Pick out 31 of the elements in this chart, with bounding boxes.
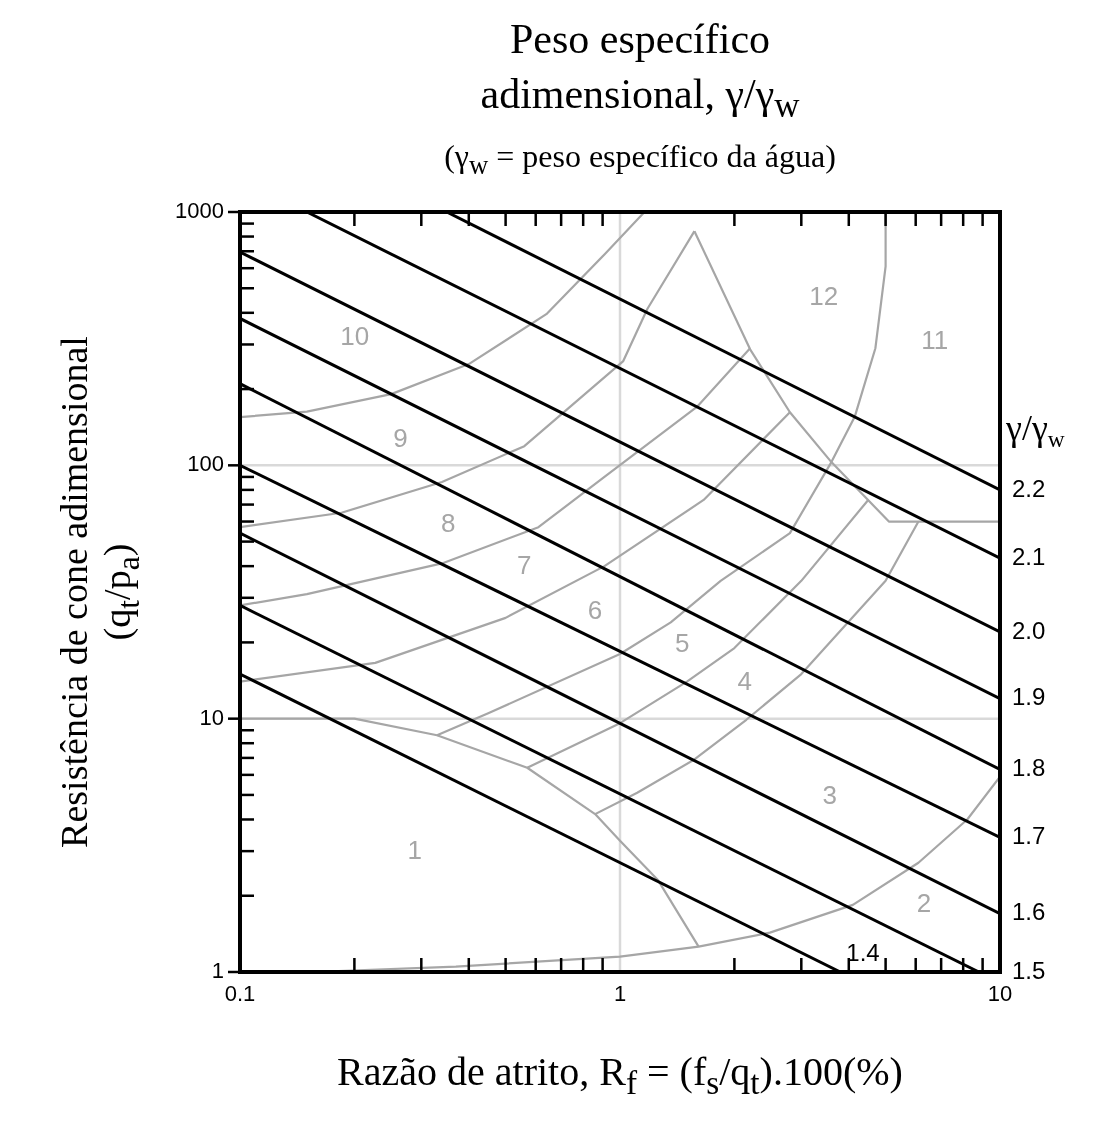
series-label: 1.9 <box>1012 683 1046 711</box>
annotation: 5 <box>675 628 690 659</box>
series-label: 1.8 <box>1012 754 1046 782</box>
series-label: 1.6 <box>1012 898 1046 926</box>
annotation: 8 <box>441 508 456 539</box>
annotation: 9 <box>393 423 408 454</box>
annotation: 7 <box>517 550 532 581</box>
series-label: 2.1 <box>1012 542 1046 570</box>
annotation: 6 <box>587 594 603 625</box>
series-label: 2.2 <box>1012 474 1046 502</box>
y-tick-label: 1 <box>211 958 224 984</box>
y-tick-label: 100 <box>187 451 224 477</box>
chart-title: Peso específico adimensional, γ/γ$_{w}$ <box>479 15 801 127</box>
annotation: 3 <box>822 780 837 811</box>
y-tick-label: 1000 <box>175 198 224 224</box>
x-tick-label: 1 <box>613 981 627 1007</box>
series-label: 1.7 <box>1012 821 1046 849</box>
annotation: 4 <box>737 666 752 697</box>
series-label: 2.0 <box>1012 616 1046 644</box>
series-label: 1.4 <box>846 938 880 966</box>
annotation: 12 <box>809 281 839 312</box>
annotation: 10 <box>340 321 370 352</box>
x-tick-label: 0.1 <box>224 981 256 1007</box>
series-label: 1.5 <box>1012 956 1046 984</box>
x-axis-title: Razão de atrito, R$_{f}$ = (f$_{s}$/q$_{t}$).100(%) <box>336 1048 904 1102</box>
x-tick-label: 10 <box>987 981 1013 1007</box>
annotation: 1 <box>407 835 423 866</box>
chart-subtitle: (γ$_{w}$ = peso específico da água) <box>443 138 837 182</box>
annotation: 2 <box>916 888 932 919</box>
annotation: 11 <box>921 325 949 356</box>
y-tick-label: 10 <box>199 704 224 730</box>
